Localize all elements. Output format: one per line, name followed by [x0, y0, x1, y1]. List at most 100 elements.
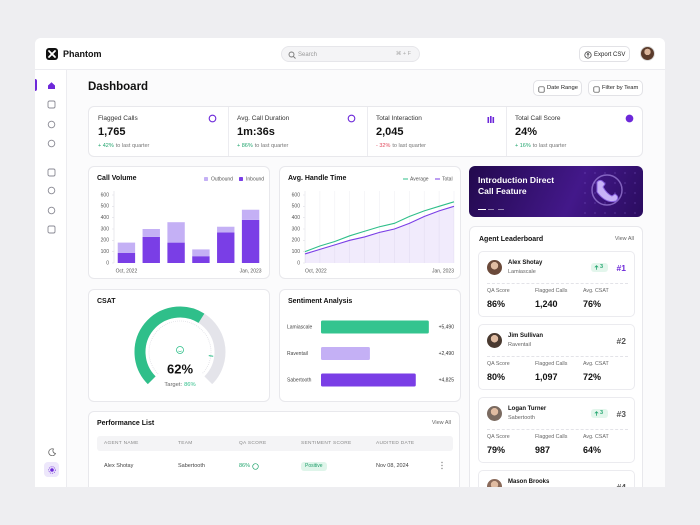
x-tick-label: Oct, 2022 — [305, 268, 327, 274]
dot — [594, 172, 596, 174]
x-tick-label: Jan, 2023 — [432, 268, 454, 274]
nav-icon[interactable] — [47, 206, 56, 215]
view-all-link[interactable]: View All — [614, 235, 634, 242]
line — [304, 205, 455, 255]
x-tick-label: Oct, 2022 — [116, 268, 138, 274]
dot — [634, 192, 636, 194]
export-button[interactable]: Export CSV — [579, 46, 630, 62]
nav-icon[interactable] — [47, 81, 56, 90]
chart-card: 0 100 200 300 400 500 600 Average Total Oct, 2022… — [279, 166, 461, 279]
agent-rank: #1 — [616, 262, 626, 273]
icon — [47, 447, 56, 456]
glyph — [538, 85, 545, 93]
stat-change: + 86% — [237, 143, 253, 149]
theme-dark[interactable] — [44, 444, 59, 459]
y-tick-label: 300 — [292, 226, 301, 232]
theme-light[interactable] — [44, 462, 59, 477]
arrow — [594, 265, 598, 270]
icon — [441, 461, 443, 470]
icon — [593, 85, 600, 93]
stat-change-row: + 86% to last quarter — [237, 143, 357, 152]
icon — [594, 411, 598, 416]
nav-icon[interactable] — [47, 139, 56, 148]
chart-card: 0 100 200 300 400 500 600 Outbound Inbound Oct, 2… — [88, 166, 270, 279]
dot — [441, 464, 443, 467]
agent-rank: #3 — [616, 408, 626, 419]
agent-name: Logan Turner — [508, 406, 547, 412]
dot — [594, 182, 596, 184]
button-icon — [538, 85, 545, 93]
moon-icon — [47, 447, 56, 456]
logo-mark — [48, 50, 56, 58]
nav-icon[interactable] — [47, 168, 56, 177]
bar-segment — [142, 229, 160, 237]
chart-card: Lamiascale +5,490 Raventail +2,490 Sabertoot… — [279, 289, 461, 402]
gauge-value — [134, 306, 205, 385]
dot — [624, 202, 626, 204]
legend-label: Total — [442, 177, 453, 183]
lens — [288, 51, 295, 57]
y-tick-label: 200 — [101, 238, 110, 244]
glyph — [625, 114, 634, 123]
dot — [614, 212, 616, 214]
icon — [47, 465, 56, 474]
stat-label: Flagged Calls — [98, 115, 138, 122]
user-avatar[interactable] — [640, 46, 655, 61]
header-button[interactable]: Date Range — [533, 80, 582, 96]
up-arrow — [594, 265, 599, 270]
button-label: Filter by Team — [602, 84, 639, 91]
dot — [584, 182, 586, 184]
metric-value: 1,240 — [535, 299, 558, 309]
stat-value: 1,765 — [98, 126, 126, 138]
legend-swatch — [204, 177, 208, 181]
value-label: +4,825 — [439, 377, 455, 383]
target-caption: Target: — [164, 382, 182, 388]
nav-icon[interactable] — [47, 186, 56, 195]
row-menu[interactable] — [440, 461, 444, 471]
stats-card: Flagged Calls 1,765 + 42% to last quarter Av… — [88, 106, 643, 157]
bar-segment — [142, 236, 160, 263]
legend-swatch — [239, 177, 243, 181]
dot — [604, 202, 606, 204]
search-shortcut: ⌘ + F — [395, 50, 411, 57]
bar — [321, 320, 429, 334]
category-label: Raventail — [287, 351, 308, 357]
glyph — [487, 117, 490, 123]
search-icon — [288, 51, 296, 59]
leaderboard-card: Agent Leaderboard View All Alex Shotay Lami… — [469, 226, 643, 487]
column-header: QA SCORE — [239, 440, 267, 446]
icon — [47, 225, 55, 233]
icon — [47, 168, 55, 176]
rank-change-badge: 3 — [591, 409, 608, 418]
carousel-indicator — [478, 209, 486, 211]
search-box[interactable]: Search ⌘ + F — [281, 46, 420, 62]
agent-item: Mason Brooks #4 — [478, 470, 635, 487]
nav-icon[interactable] — [47, 100, 56, 109]
dot — [584, 202, 586, 204]
nav-icon[interactable] — [47, 225, 56, 234]
table-cell: Sabertooth — [178, 463, 205, 469]
dot — [614, 182, 616, 184]
header-button[interactable]: Filter by Team — [588, 80, 643, 96]
stat-label: Avg. Call Duration — [237, 115, 290, 122]
promo-banner[interactable]: Introduction Direct Call Feature — [469, 166, 643, 217]
smile-icon — [176, 346, 184, 354]
agent-team: Lamiascale — [508, 269, 536, 275]
metric-value: 987 — [535, 445, 551, 455]
icon: Lamiascale +5,490 Raventail +2,490 Sabertoot… — [287, 320, 455, 387]
dot — [634, 172, 636, 174]
agent-avatar — [487, 479, 502, 487]
dot — [584, 172, 586, 174]
carousel-indicator — [488, 209, 494, 211]
agent-name: Alex Shotay — [508, 260, 543, 266]
y-tick-label: 100 — [292, 249, 301, 255]
item-divider — [487, 356, 628, 357]
view-all-link[interactable]: View All — [431, 419, 451, 426]
export-icon — [584, 51, 592, 59]
column-header: SENTIMENT SCORE — [301, 440, 352, 446]
value-label: +2,490 — [439, 351, 455, 357]
nav-icon[interactable] — [47, 120, 56, 129]
icon — [538, 85, 545, 93]
icon — [252, 463, 259, 470]
